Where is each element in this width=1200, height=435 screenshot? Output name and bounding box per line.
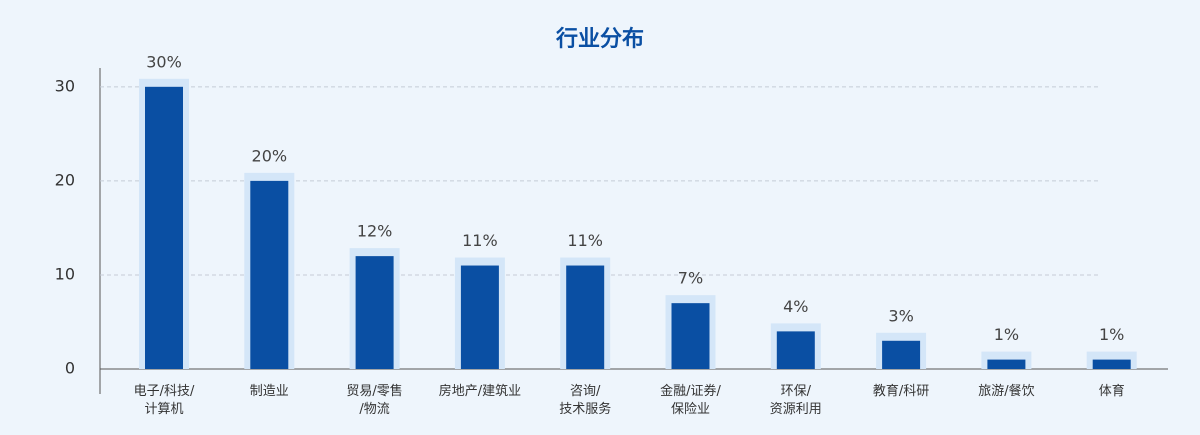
x-tick-label: 制造业 [250, 384, 289, 399]
value-label: 20% [252, 146, 288, 165]
y-tick-label: 20 [55, 170, 75, 189]
value-label: 1% [994, 325, 1019, 344]
value-label: 1% [1099, 325, 1124, 344]
x-tick-label: 金融/证券/保险业 [660, 383, 721, 417]
bar [145, 86, 183, 369]
x-tick-label: 电子/科技/计算机 [134, 384, 195, 417]
value-label: 4% [783, 297, 808, 316]
y-tick-label: 10 [55, 264, 75, 283]
bar [250, 180, 289, 369]
bar [671, 303, 710, 369]
chart-title: 行业分布 [555, 26, 644, 52]
x-tick-label: 房地产/建筑业 [439, 383, 521, 399]
x-tick-label: 环保/资源利用 [770, 384, 822, 417]
bar [776, 331, 815, 369]
value-label: 3% [888, 306, 913, 325]
value-label: 11% [567, 231, 603, 250]
value-label: 30% [146, 52, 182, 71]
bar [987, 359, 1026, 369]
bar [566, 265, 605, 369]
x-tick-label: 咨询/技术服务 [559, 384, 611, 417]
y-tick-label: 30 [55, 76, 75, 95]
bar [1092, 359, 1131, 369]
x-tick-label: 体育 [1099, 383, 1125, 399]
y-tick-label: 0 [65, 359, 75, 378]
bar [355, 256, 394, 369]
value-label: 7% [678, 269, 703, 288]
x-tick-label: 教育/科研 [873, 383, 929, 399]
bar [460, 265, 499, 369]
value-label: 11% [462, 231, 498, 250]
bar [882, 340, 921, 369]
x-tick-label: 贸易/零售/物流 [346, 383, 402, 417]
value-label: 12% [357, 222, 393, 241]
x-tick-label: 旅游/餐饮 [978, 383, 1034, 399]
